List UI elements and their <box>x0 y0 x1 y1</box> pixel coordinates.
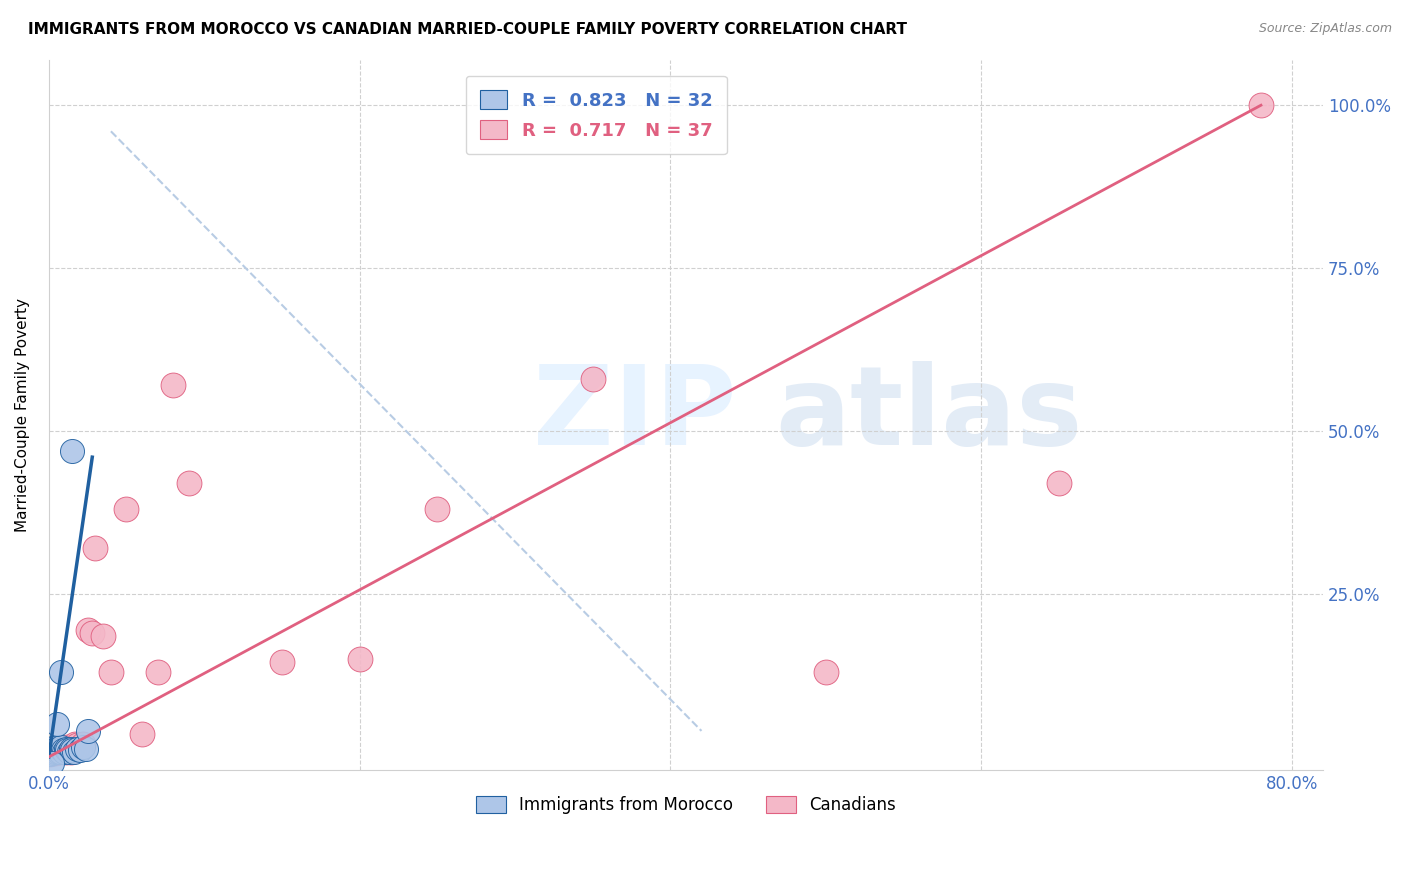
Point <box>82 626 104 640</box>
Point <box>62 743 84 757</box>
Point <box>91 629 114 643</box>
Point <box>58 745 80 759</box>
Point <box>41 745 63 759</box>
Point <box>44 740 66 755</box>
Point <box>69 740 91 755</box>
Point <box>51 745 73 759</box>
Point <box>51 740 73 755</box>
Point <box>51 742 73 756</box>
Point <box>59 745 82 759</box>
Text: atlas: atlas <box>775 361 1083 468</box>
Point <box>46 740 69 755</box>
Point <box>56 743 79 757</box>
Point <box>100 665 122 680</box>
Legend: Immigrants from Morocco, Canadians: Immigrants from Morocco, Canadians <box>464 784 908 826</box>
Point <box>48 743 70 757</box>
Point <box>48 743 70 757</box>
Point <box>1047 476 1070 491</box>
Point <box>48 745 70 759</box>
Point <box>66 742 89 756</box>
Point <box>41 756 63 771</box>
Point <box>46 745 69 759</box>
Point <box>69 743 91 757</box>
Point <box>55 742 77 756</box>
Point <box>349 652 371 666</box>
Point <box>59 742 82 756</box>
Point <box>131 727 153 741</box>
Point <box>63 737 86 751</box>
Point <box>60 740 83 755</box>
Point <box>72 740 94 755</box>
Point <box>814 665 837 680</box>
Point <box>42 743 65 757</box>
Point <box>66 738 89 752</box>
Point <box>60 443 83 458</box>
Point <box>52 743 75 757</box>
Point <box>41 742 63 756</box>
Point <box>62 745 84 759</box>
Point <box>426 502 449 516</box>
Point <box>52 742 75 756</box>
Point <box>115 502 138 516</box>
Point <box>45 742 67 756</box>
Point <box>42 743 65 757</box>
Point <box>270 656 292 670</box>
Point <box>56 740 79 755</box>
Point <box>55 745 77 759</box>
Point <box>44 746 66 760</box>
Point <box>582 372 605 386</box>
Point <box>53 745 76 759</box>
Point <box>42 746 65 760</box>
Text: Source: ZipAtlas.com: Source: ZipAtlas.com <box>1258 22 1392 36</box>
Point <box>58 743 80 757</box>
Point <box>72 737 94 751</box>
Point <box>45 743 67 757</box>
Point <box>53 743 76 757</box>
Point <box>45 745 67 759</box>
Text: IMMIGRANTS FROM MOROCCO VS CANADIAN MARRIED-COUPLE FAMILY POVERTY CORRELATION CH: IMMIGRANTS FROM MOROCCO VS CANADIAN MARR… <box>28 22 907 37</box>
Y-axis label: Married-Couple Family Poverty: Married-Couple Family Poverty <box>15 298 30 532</box>
Point <box>162 378 184 392</box>
Point <box>84 541 107 556</box>
Point <box>177 476 200 491</box>
Point <box>41 745 63 759</box>
Point <box>44 745 66 759</box>
Point <box>146 665 169 680</box>
Point <box>75 742 97 756</box>
Point <box>60 743 83 757</box>
Text: ZIP: ZIP <box>533 361 737 468</box>
Point <box>51 665 73 680</box>
Point <box>39 747 62 761</box>
Point <box>76 623 98 637</box>
Point <box>39 747 62 761</box>
Point <box>76 723 98 738</box>
Point <box>1250 98 1272 112</box>
Point <box>46 742 69 756</box>
Point <box>45 717 67 731</box>
